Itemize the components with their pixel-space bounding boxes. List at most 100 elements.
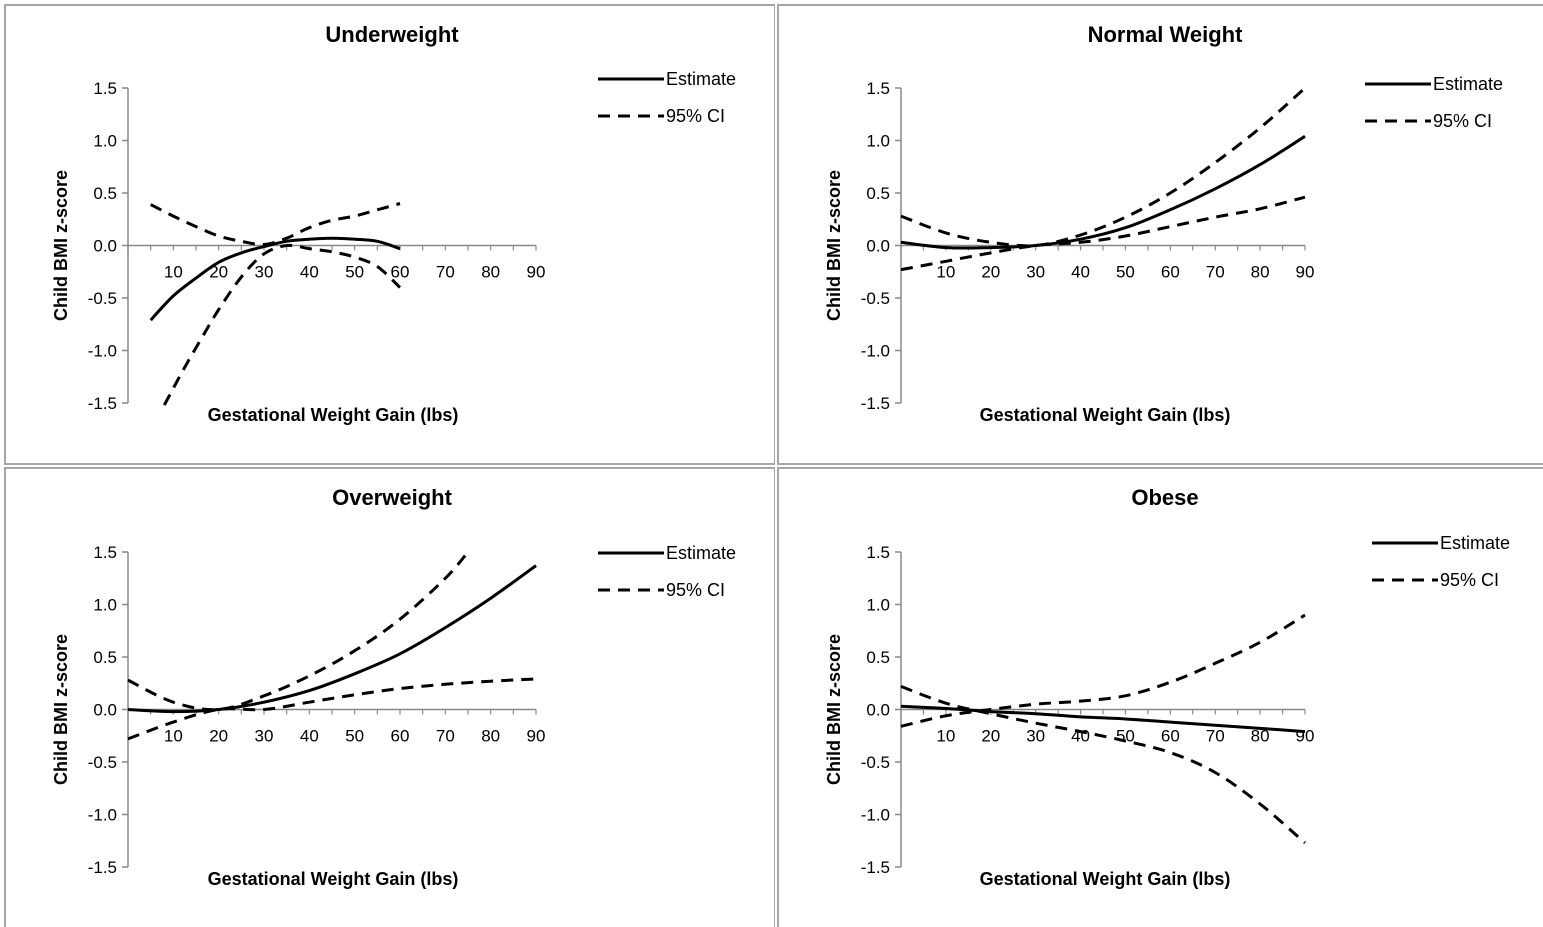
y-tick-label: 0.5 — [93, 648, 117, 667]
x-axis-label: Gestational Weight Gain (lbs) — [980, 869, 1231, 889]
x-tick-label: 20 — [981, 263, 1000, 282]
series-line-estimate — [149, 236, 401, 322]
x-tick-label: 90 — [527, 263, 546, 282]
x-tick-label: 60 — [1161, 263, 1180, 282]
y-tick-label: 0.5 — [866, 648, 890, 667]
x-tick-label: 40 — [1071, 263, 1090, 282]
y-axis-label: Child BMI z-score — [824, 170, 844, 321]
x-tick-label: 30 — [255, 263, 274, 282]
y-tick-label: -1.5 — [88, 394, 117, 413]
y-tick-label: 1.0 — [866, 596, 890, 615]
y-tick-label: 0.0 — [866, 701, 890, 720]
legend-label: 95% CI — [666, 106, 725, 126]
series-line-ci-1 — [900, 86, 1306, 248]
chart-1: Underweight 1.5 1.0 0.5 0.0 -0.5 -1.0 -1.5 10 20 3… — [51, 22, 736, 425]
x-tick-label: 50 — [1116, 263, 1135, 282]
x-tick-label: 50 — [345, 727, 364, 746]
x-tick-label: 40 — [1071, 727, 1090, 746]
y-tick-label: 0.0 — [93, 701, 117, 720]
series-line-estimate — [127, 564, 537, 714]
chart-2: Normal Weight 1.5 1.0 0.5 0.0 -0.5 -1.0 -1.5 10 2… — [824, 22, 1503, 425]
legend-label: 95% CI — [666, 580, 725, 600]
y-tick-label: -0.5 — [861, 289, 890, 308]
x-axis-label: Gestational Weight Gain (lbs) — [208, 869, 459, 889]
chart-3: Overweight 1.5 1.0 0.5 0.0 -0.5 -1.0 -1.5 10 20 30… — [51, 485, 736, 889]
series-line-ci-2 — [900, 684, 1306, 845]
x-tick-label: 20 — [209, 727, 228, 746]
chart-panel-obese — [777, 467, 1543, 927]
x-tick-label: 20 — [209, 263, 228, 282]
x-tick-label: 50 — [345, 263, 364, 282]
y-tick-label: 0.5 — [866, 184, 890, 203]
y-tick-label: 1.5 — [93, 543, 117, 562]
x-tick-label: 70 — [1206, 263, 1225, 282]
chart-panel-overweight — [4, 467, 775, 927]
x-tick-label: 90 — [527, 727, 546, 746]
x-tick-label: 90 — [1296, 727, 1315, 746]
x-tick-label: 60 — [391, 263, 410, 282]
y-tick-label: 0.5 — [93, 184, 117, 203]
y-tick-label: -1.0 — [861, 342, 890, 361]
y-tick-label: -0.5 — [88, 753, 117, 772]
x-tick-label: 80 — [1251, 727, 1270, 746]
x-tick-label: 10 — [164, 263, 183, 282]
legend-label: Estimate — [1433, 74, 1503, 94]
x-tick-label: 40 — [300, 263, 319, 282]
x-tick-label: 60 — [1161, 727, 1180, 746]
chart-title: Overweight — [332, 485, 452, 510]
series-line-ci-2 — [127, 677, 537, 741]
legend-label: 95% CI — [1433, 111, 1492, 131]
y-tick-label: 0.0 — [866, 237, 890, 256]
y-tick-label: -0.5 — [861, 753, 890, 772]
x-tick-label: 10 — [936, 263, 955, 282]
y-tick-label: 1.5 — [93, 79, 117, 98]
series-line-ci-1 — [900, 613, 1306, 728]
x-tick-label: 20 — [981, 727, 1000, 746]
y-axis-label: Child BMI z-score — [51, 634, 71, 785]
y-tick-label: -1.0 — [88, 342, 117, 361]
y-tick-label: 0.0 — [93, 237, 117, 256]
y-tick-label: -1.5 — [861, 858, 890, 877]
y-tick-label: 1.5 — [866, 79, 890, 98]
y-tick-label: -1.0 — [861, 806, 890, 825]
x-tick-label: 80 — [481, 263, 500, 282]
legend-label: Estimate — [1440, 533, 1510, 553]
x-axis-label: Gestational Weight Gain (lbs) — [208, 405, 459, 425]
x-tick-label: 70 — [1206, 727, 1225, 746]
chart-title: Normal Weight — [1088, 22, 1244, 47]
y-tick-label: -1.0 — [88, 806, 117, 825]
x-tick-label: 40 — [300, 727, 319, 746]
chart-title: Underweight — [325, 22, 459, 47]
series-line-ci-1 — [150, 202, 401, 247]
x-tick-label: 30 — [255, 727, 274, 746]
y-tick-label: 1.5 — [866, 543, 890, 562]
y-axis-label: Child BMI z-score — [51, 170, 71, 321]
legend-label: Estimate — [666, 543, 736, 563]
y-tick-label: -1.5 — [88, 858, 117, 877]
series-line-ci-2 — [162, 243, 402, 406]
x-tick-label: 50 — [1116, 727, 1135, 746]
y-tick-label: 1.0 — [93, 132, 117, 151]
y-axis-label: Child BMI z-score — [824, 634, 844, 785]
y-tick-label: 1.0 — [93, 596, 117, 615]
chart-panel-normal-weight — [777, 4, 1543, 465]
x-tick-label: 30 — [1026, 727, 1045, 746]
legend-label: 95% CI — [1440, 570, 1499, 590]
x-tick-label: 70 — [436, 727, 455, 746]
y-tick-label: 1.0 — [866, 132, 890, 151]
x-tick-label: 10 — [936, 727, 955, 746]
x-tick-label: 80 — [481, 727, 500, 746]
series-line-estimate — [900, 135, 1306, 250]
x-tick-label: 30 — [1026, 263, 1045, 282]
y-tick-label: -0.5 — [88, 289, 117, 308]
x-tick-label: 70 — [436, 263, 455, 282]
y-tick-label: -1.5 — [861, 394, 890, 413]
x-axis-label: Gestational Weight Gain (lbs) — [980, 405, 1231, 425]
x-tick-label: 90 — [1296, 263, 1315, 282]
series-line-ci-1 — [127, 551, 470, 712]
x-tick-label: 10 — [164, 727, 183, 746]
x-tick-label: 60 — [391, 727, 410, 746]
chart-4: Obese 1.5 1.0 0.5 0.0 -0.5 -1.0 -1.5 10 20 30 40 50 6… — [824, 485, 1510, 889]
